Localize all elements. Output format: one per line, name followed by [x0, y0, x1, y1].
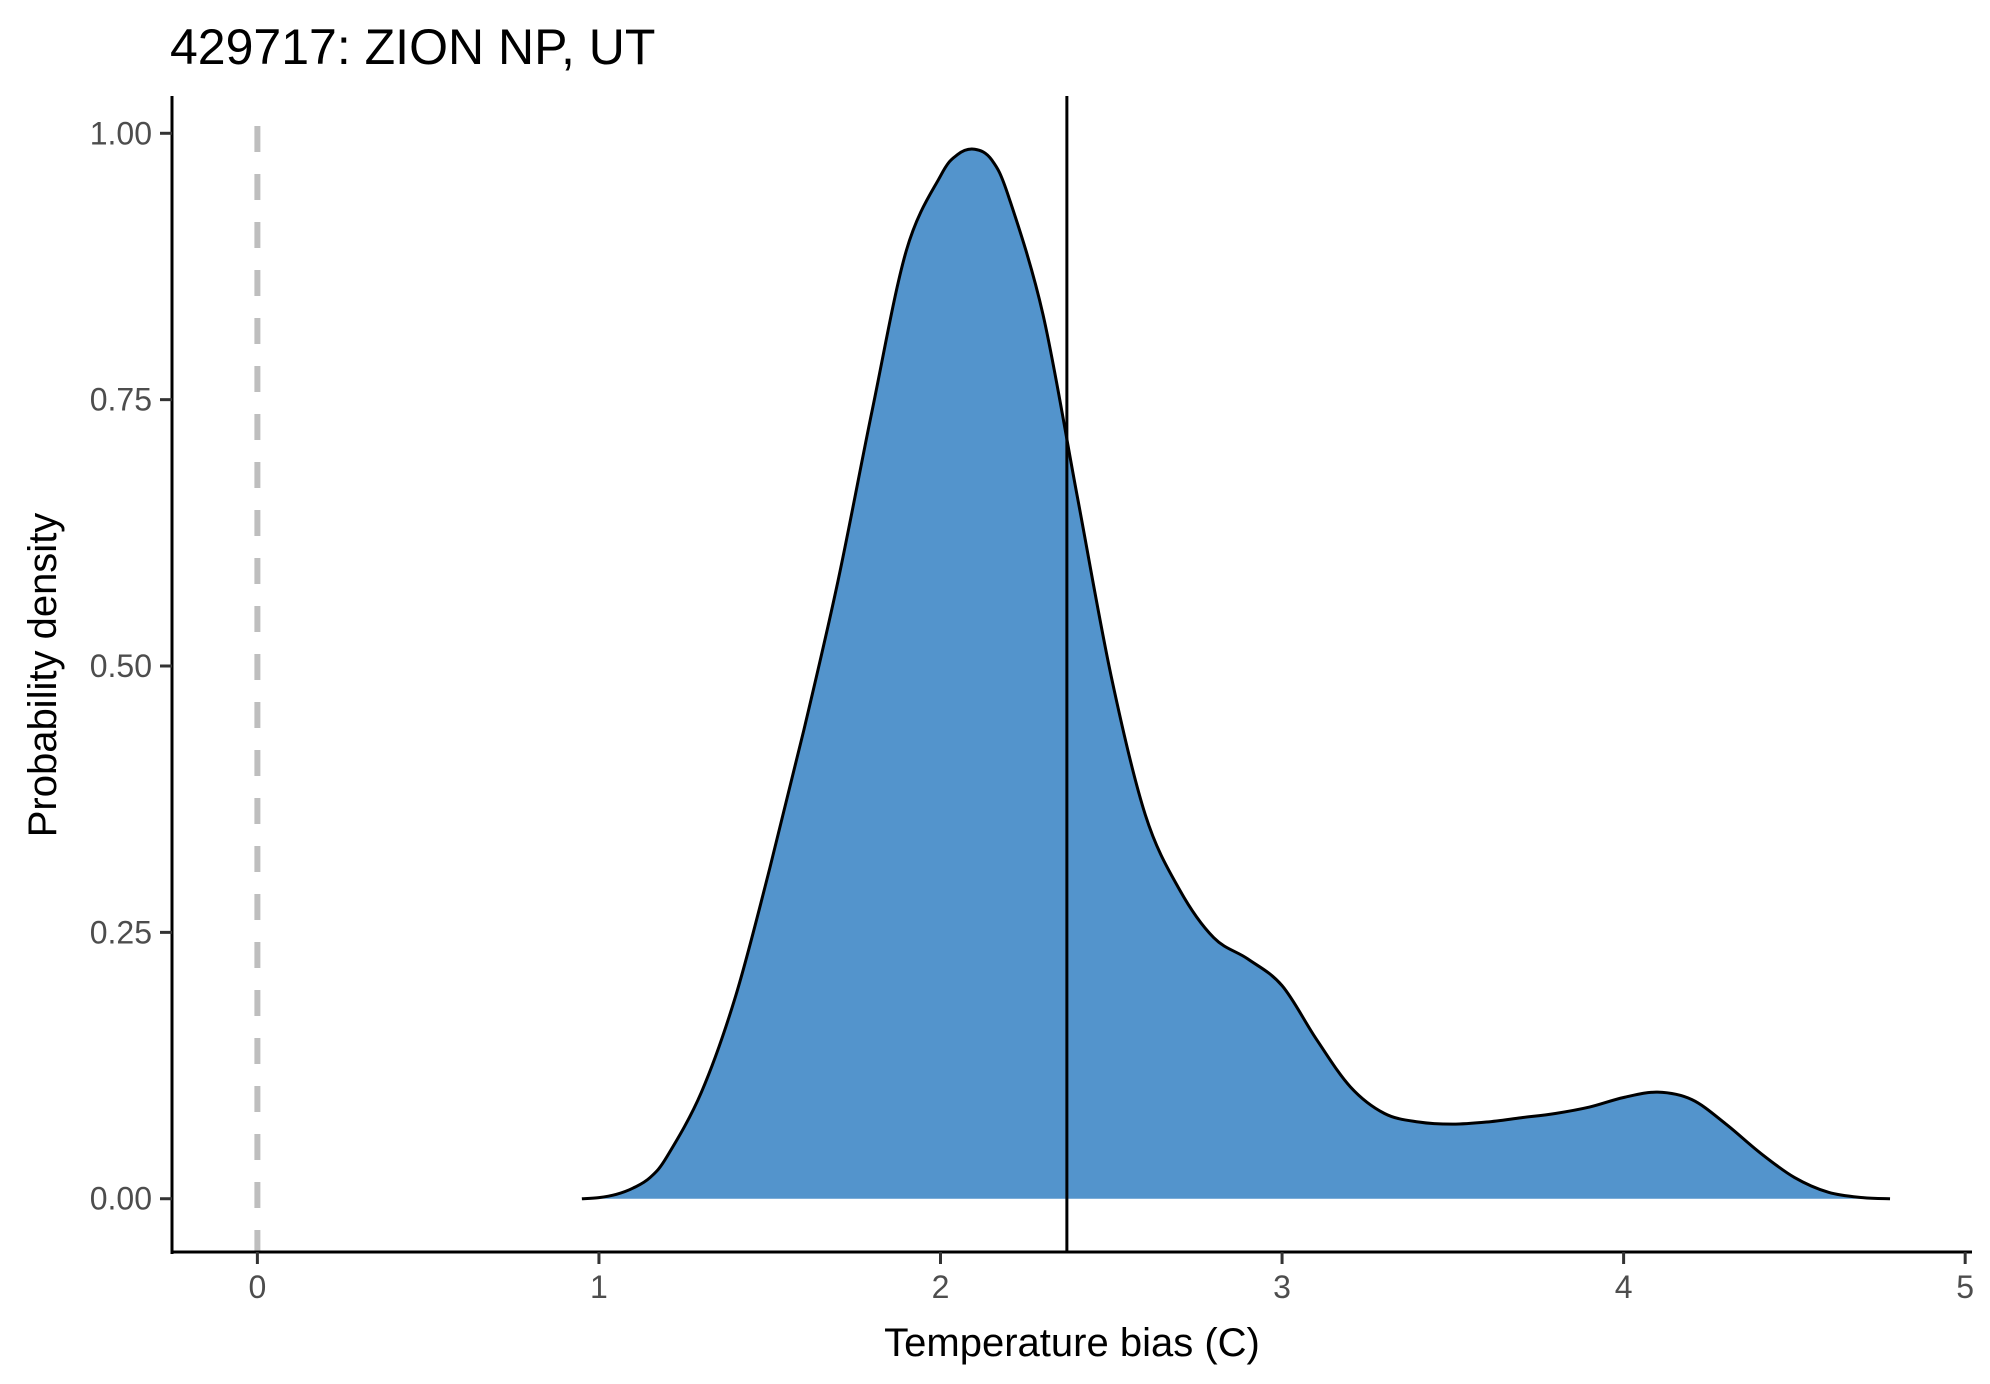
y-tick-label: 0.75 — [90, 382, 152, 418]
x-tick-label: 2 — [932, 1269, 950, 1305]
x-tick-label: 4 — [1615, 1269, 1633, 1305]
y-tick-label: 0.50 — [90, 648, 152, 684]
x-tick-label: 1 — [590, 1269, 608, 1305]
y-axis-title: Probability density — [21, 513, 65, 838]
x-axis-ticks: 0 1 2 3 4 5 — [248, 1252, 1974, 1305]
y-tick-label: 0.00 — [90, 1181, 152, 1217]
y-axis-ticks: 0.00 0.25 0.50 0.75 1.00 — [90, 115, 172, 1217]
y-tick-label: 0.25 — [90, 914, 152, 950]
y-tick-label: 1.00 — [90, 115, 152, 151]
x-tick-label: 5 — [1956, 1269, 1974, 1305]
x-tick-label: 0 — [248, 1269, 266, 1305]
x-axis-title: Temperature bias (C) — [884, 1321, 1260, 1365]
density-curve — [581, 147, 1891, 1201]
plot-area — [254, 96, 1891, 1252]
x-tick-label: 3 — [1273, 1269, 1291, 1305]
density-area — [581, 149, 1891, 1199]
chart-title: 429717: ZION NP, UT — [170, 19, 655, 75]
